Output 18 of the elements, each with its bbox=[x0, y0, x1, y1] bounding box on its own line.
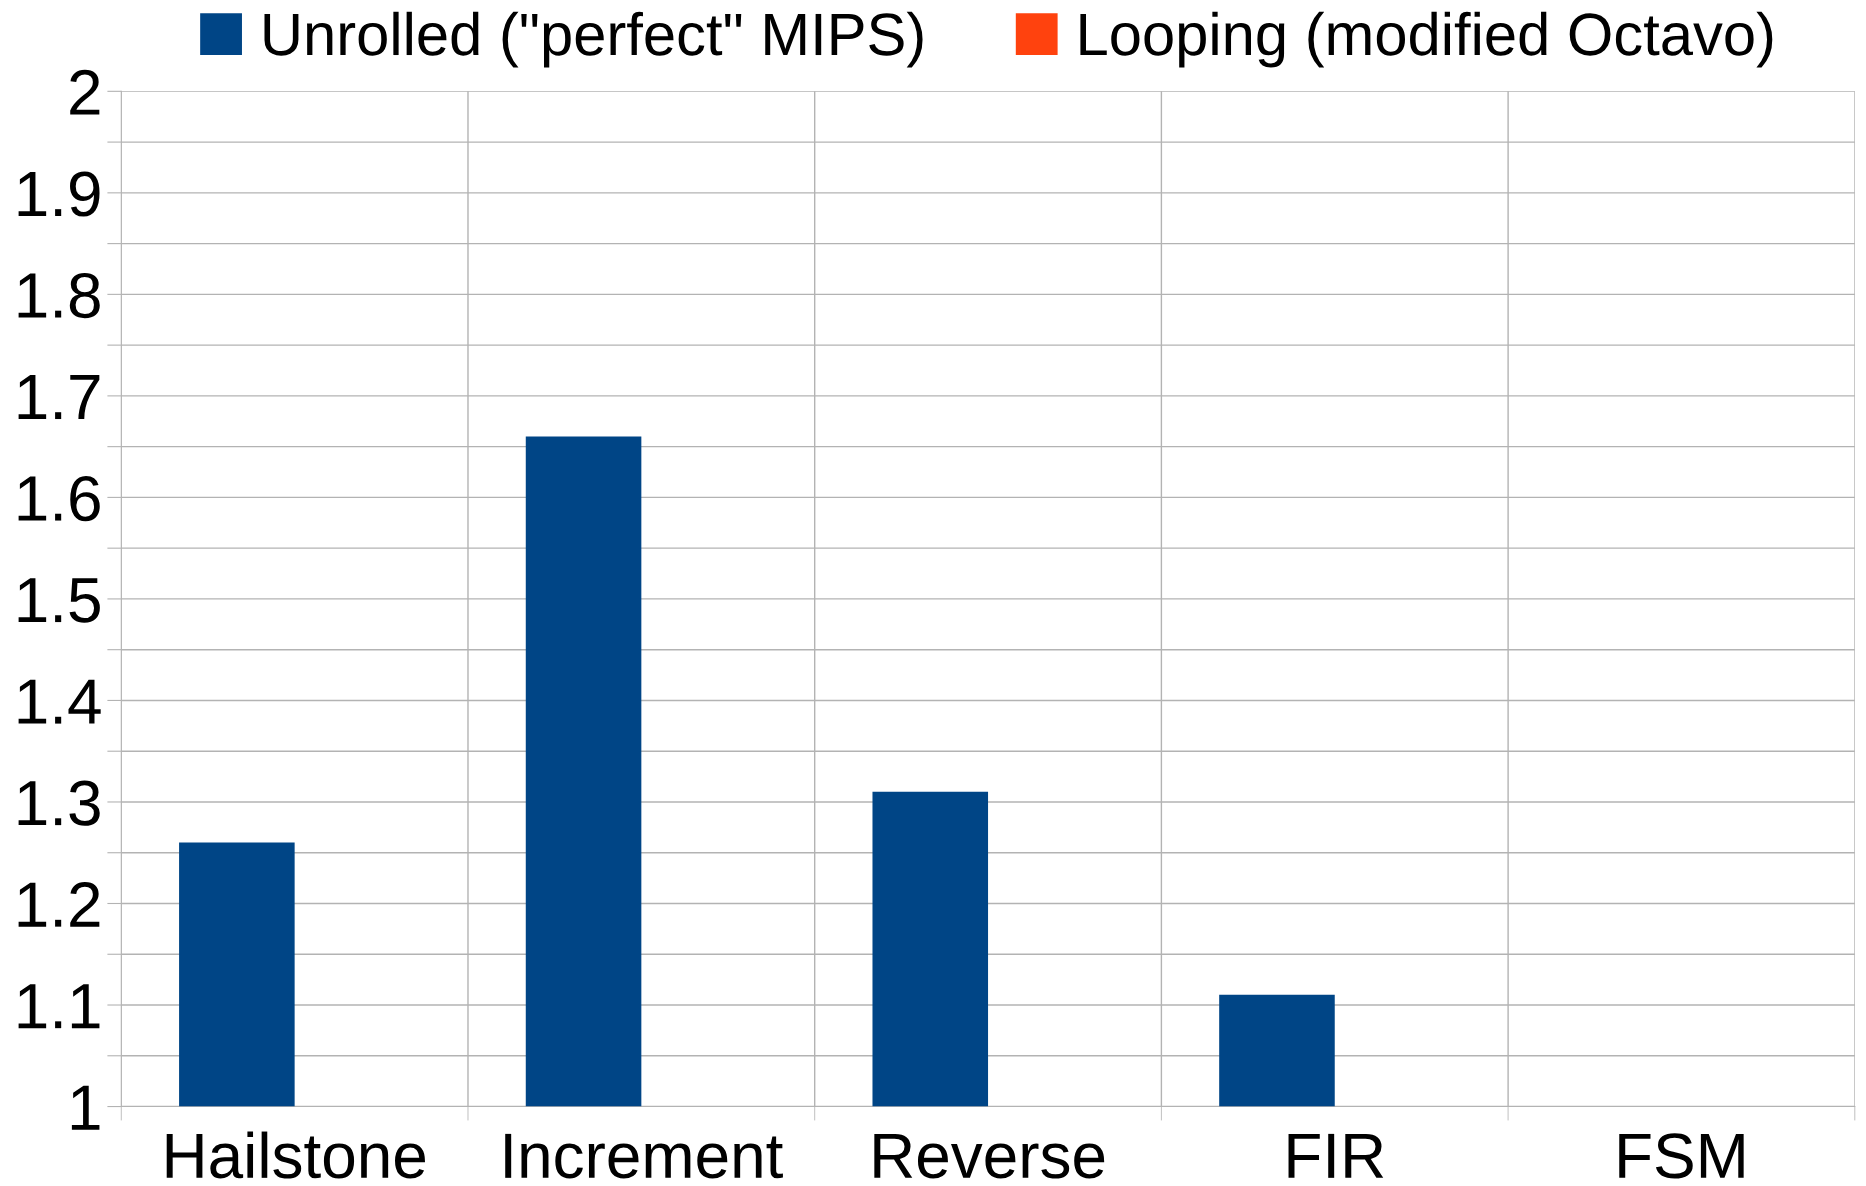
y-tick-label: 1.2 bbox=[18, 882, 100, 927]
y-tick-label: 1.9 bbox=[18, 171, 100, 217]
y-tick-label: 1.4 bbox=[18, 679, 101, 724]
y-tick-label: 1.6 bbox=[18, 475, 100, 522]
y-tick-label: 1.7 bbox=[18, 375, 100, 420]
legend-label: Unrolled ("perfect" MIPS) bbox=[264, 11, 923, 68]
legend-label: Looping (modified Octavo) bbox=[1080, 11, 1773, 68]
y-tick-label: 1.5 bbox=[18, 578, 100, 623]
y-tick-label: 1.3 bbox=[18, 780, 100, 826]
x-tick-label: FIR bbox=[1288, 1133, 1384, 1178]
x-tick-label: Increment bbox=[505, 1133, 783, 1179]
x-tick-label: Hailstone bbox=[166, 1131, 425, 1179]
x-tick-label: FSM bbox=[1619, 1133, 1744, 1179]
y-tick-label: 1.1 bbox=[18, 984, 100, 1029]
x-tick-label: Reverse bbox=[874, 1133, 1105, 1179]
y-tick-label: 1 bbox=[71, 1085, 100, 1130]
y-tick-label: 2 bbox=[70, 69, 100, 115]
y-tick-label: 1.8 bbox=[18, 272, 100, 319]
